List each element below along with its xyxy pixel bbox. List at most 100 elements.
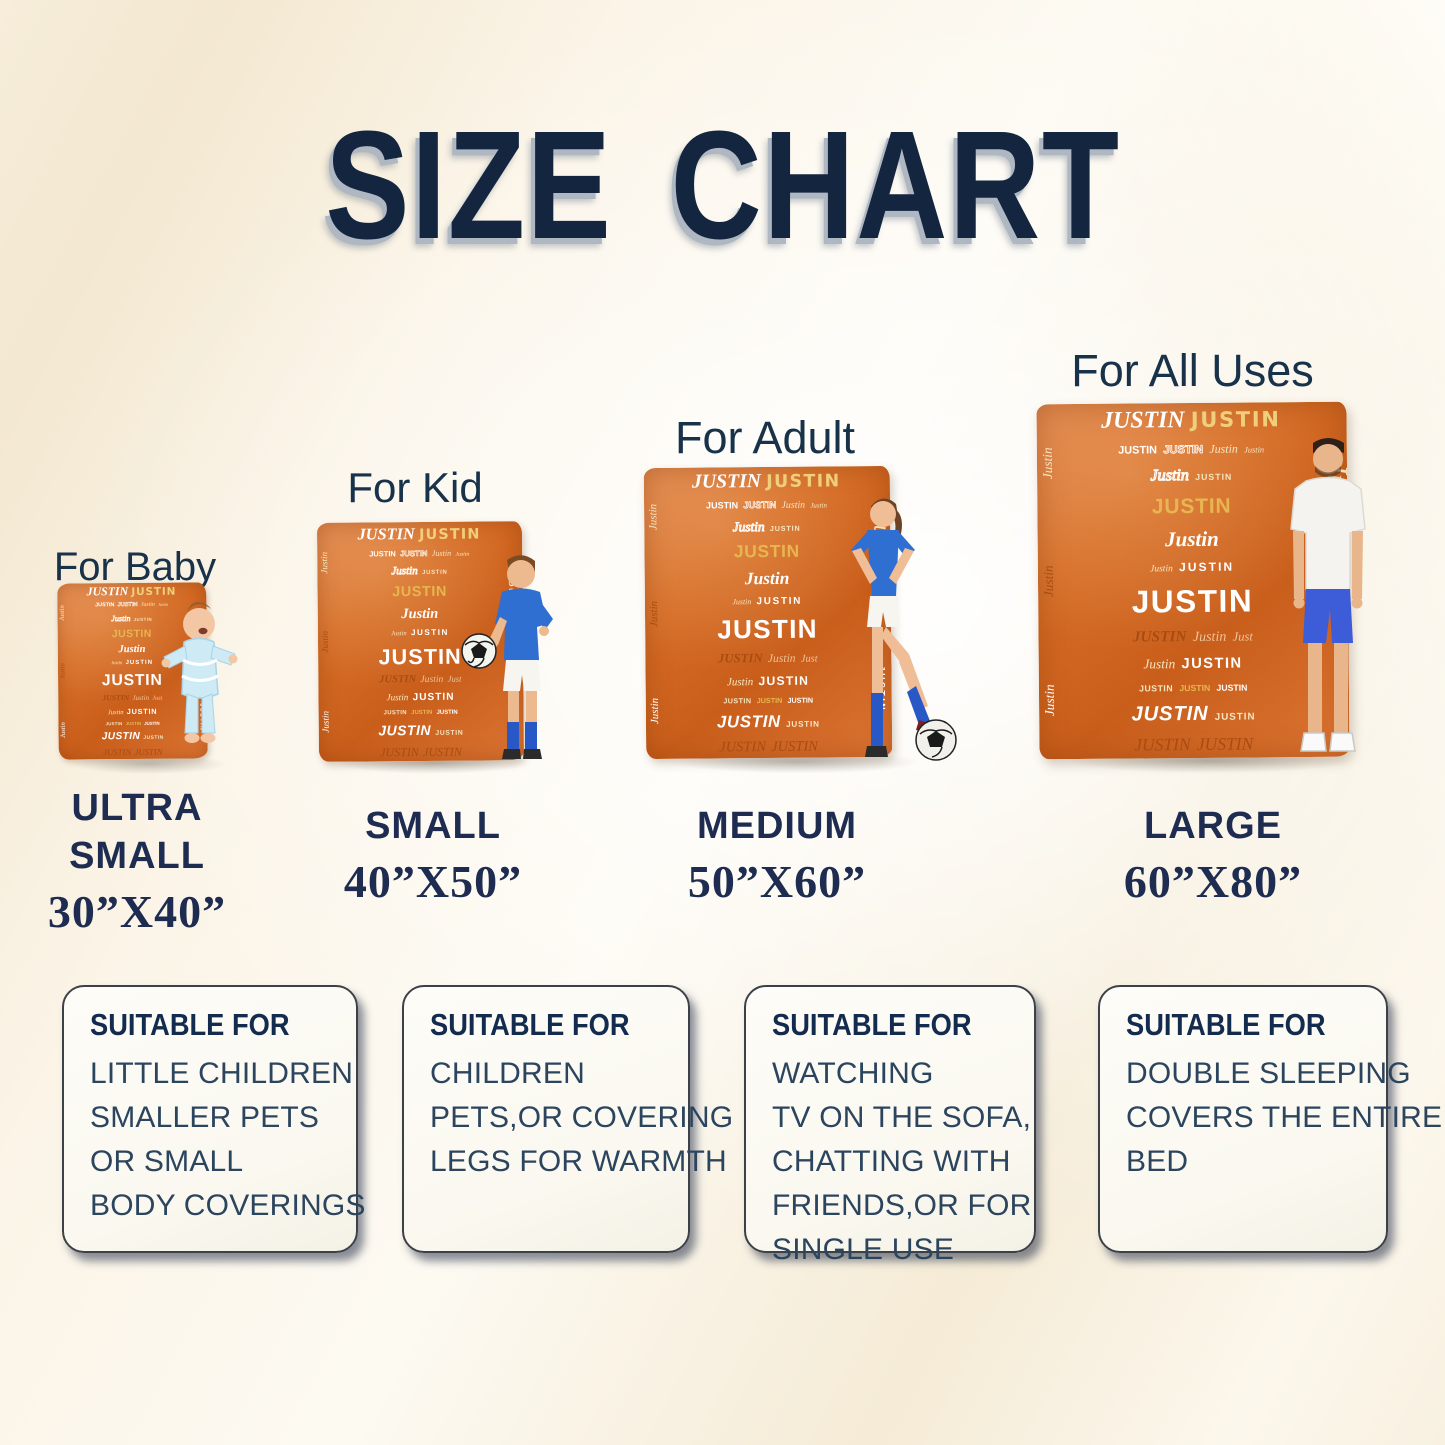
- adult-photo: [851, 498, 957, 761]
- man-photo: [1290, 438, 1366, 752]
- suitable-lines: WATCHING TV ON THE SOFA, CHATTING WITH FRIE…: [772, 1052, 1032, 1272]
- blanket-name-word: Justin: [386, 692, 409, 703]
- suitable-lines: CHILDREN PETS,OR COVERING LEGS FOR WARMTH: [430, 1052, 734, 1184]
- blanket-name-word: JUSTIN: [378, 722, 432, 739]
- blanket-name-word: Justin: [726, 675, 754, 688]
- blanket-name-word: JUSTIN: [743, 499, 777, 511]
- blanket-name-word: JUSTIN: [719, 738, 767, 756]
- suitable-header: SUITABLE FOR: [430, 1007, 630, 1042]
- blanket-name-word: Justin: [132, 693, 150, 703]
- text-line: TV ON THE SOFA,: [772, 1101, 1032, 1134]
- use-label-all-uses: For All Uses: [1071, 345, 1314, 396]
- text-line: SMALL: [365, 805, 501, 847]
- blanket-name-word: JUSTIN: [383, 709, 407, 717]
- blanket-name-word: JUSTIN: [101, 731, 141, 743]
- blanket-name-word: Justin: [1041, 684, 1057, 717]
- size-block-small: SMALL 40”X50”: [323, 802, 543, 908]
- suitable-box-small: SUITABLE FOR CHILDREN PETS,OR COVERING LEG…: [402, 985, 734, 1253]
- blanket-name-word: JUSTIN: [411, 709, 433, 716]
- blanket-name-word: JUSTIN: [787, 695, 814, 705]
- blanket-name-word: JUSTIN: [1118, 444, 1158, 457]
- blanket-name-word: Justin: [420, 673, 444, 685]
- blanket-name-word: JUSTIN: [1151, 494, 1232, 519]
- text-line: DOUBLE SLEEPING: [1126, 1057, 1411, 1090]
- blanket-name-word: JUSTIN: [1190, 406, 1281, 432]
- suitable-header: SUITABLE FOR: [772, 1007, 972, 1042]
- blanket-name-word: JUSTIN: [111, 627, 152, 640]
- blanket-name-word: JUSTIN: [101, 671, 163, 689]
- blanket-name-word: JUSTIN: [418, 526, 481, 543]
- blanket-name-word: Justin: [59, 663, 67, 680]
- blanket-name-word: JUSTIN: [423, 744, 462, 760]
- blanket-name-word: JUSTIN: [691, 469, 762, 493]
- blanket-name-word: Justin: [648, 697, 661, 724]
- use-label-adult: For Adult: [674, 412, 856, 463]
- blanket-name-word: JUSTIN: [756, 595, 803, 607]
- text-line: OR SMALL: [90, 1145, 244, 1178]
- blanket-name-word: Justin: [1192, 629, 1227, 646]
- size-block-large: LARGE 60”X80”: [1103, 802, 1323, 908]
- blanket-name-word: Justin: [1209, 441, 1238, 457]
- text-line: LARGE: [1144, 805, 1282, 847]
- blanket-name-word: Justin: [744, 567, 790, 589]
- blanket-name-word: Justin: [1150, 563, 1173, 575]
- blanket-name-word: JUSTIN: [400, 548, 428, 559]
- blanket-name-word: Just: [800, 653, 818, 665]
- size-dimensions: 40”X50”: [343, 856, 523, 907]
- blanket-name-word: JUSTIN: [1214, 711, 1256, 723]
- text-line: PETS,OR COVERING: [430, 1101, 734, 1134]
- text-line: MEDIUM: [696, 805, 858, 847]
- blanket-name-word: Justin: [320, 711, 331, 733]
- blanket-name-word: Justin: [810, 501, 827, 510]
- blanket-name-word: Justin: [401, 606, 439, 623]
- size-name: ULTRA SMALL: [17, 784, 257, 880]
- size-name: LARGE: [1103, 802, 1323, 850]
- blanket-name-word: JUSTIN: [758, 673, 810, 688]
- blanket-name-word: Justin: [767, 651, 796, 665]
- blanket-name-word: JUSTIN: [95, 602, 115, 609]
- blanket-name-word: JUSTIN: [769, 523, 801, 534]
- blanket-name-word: JUSTIN: [422, 570, 448, 577]
- blanket-name-word: JUSTIN: [412, 691, 455, 704]
- text-line: WATCHING: [772, 1057, 934, 1090]
- blanket-name-word: JUSTIN: [131, 585, 177, 598]
- suitable-lines: DOUBLE SLEEPING COVERS THE ENTIRE BED: [1126, 1052, 1442, 1184]
- blanket-name-word: Justin: [60, 722, 68, 739]
- size-name: MEDIUM: [667, 802, 887, 850]
- blanket-side-words-left: Justin Justin Justin: [1036, 404, 1060, 759]
- blanket-name-word: Justin: [118, 643, 146, 655]
- blanket-name-word: Justin: [107, 709, 124, 717]
- blanket-name-word: Justin: [1039, 447, 1055, 480]
- suitable-box-ultra-small: SUITABLE FOR LITTLE CHILDREN SMALLER PETS…: [62, 985, 365, 1253]
- blanket-name-word: Justin: [391, 630, 407, 638]
- blanket-name-word: JUSTIN: [103, 747, 132, 758]
- blanket-name-word: JUSTIN: [125, 659, 154, 667]
- blanket-name-word: Justin: [111, 613, 131, 624]
- size-block-medium: MEDIUM 50”X60”: [667, 802, 887, 908]
- blanket-name-word: Justin: [431, 548, 452, 558]
- blanket-name-word: JUSTIN: [766, 470, 841, 492]
- blanket-name-word: Justin: [140, 602, 155, 609]
- blanket-name-word: Justin: [1040, 565, 1056, 598]
- blanket-name-word: Justin: [1143, 656, 1176, 672]
- blanket-name-word: Justin: [781, 499, 806, 511]
- blanket-name-word: Justin: [732, 596, 752, 607]
- size-block-ultra-small: ULTRA SMALL 30”X40”: [17, 784, 257, 938]
- text-line: LEGS FOR WARMTH: [430, 1145, 727, 1178]
- size-name: SMALL: [323, 802, 543, 850]
- use-label-baby: For Baby: [53, 545, 217, 589]
- blanket-name-word: JUSTIN: [1195, 471, 1233, 483]
- blanket-name-word: JUSTIN: [392, 583, 447, 601]
- blanket-name-word: JUSTIN: [1139, 682, 1174, 694]
- suitable-header: SUITABLE FOR: [90, 1007, 290, 1042]
- blanket-name-word: JUSTIN: [105, 721, 123, 727]
- blanket-name-word: JUSTIN: [102, 693, 130, 703]
- text-line: FRIENDS,OR FOR: [772, 1189, 1032, 1222]
- blanket-name-word: Justin: [1150, 467, 1190, 485]
- blanket-name-word: JUSTIN: [1179, 559, 1235, 574]
- size-dimensions: 60”X80”: [1123, 856, 1303, 907]
- blanket-side-words-left: Justin Justin Justin: [317, 523, 333, 762]
- text-line: SMALL: [69, 835, 205, 877]
- size-dimensions: 30”X40”: [47, 886, 227, 937]
- suitable-lines: LITTLE CHILDREN SMALLER PETS OR SMALL BODY …: [90, 1052, 365, 1228]
